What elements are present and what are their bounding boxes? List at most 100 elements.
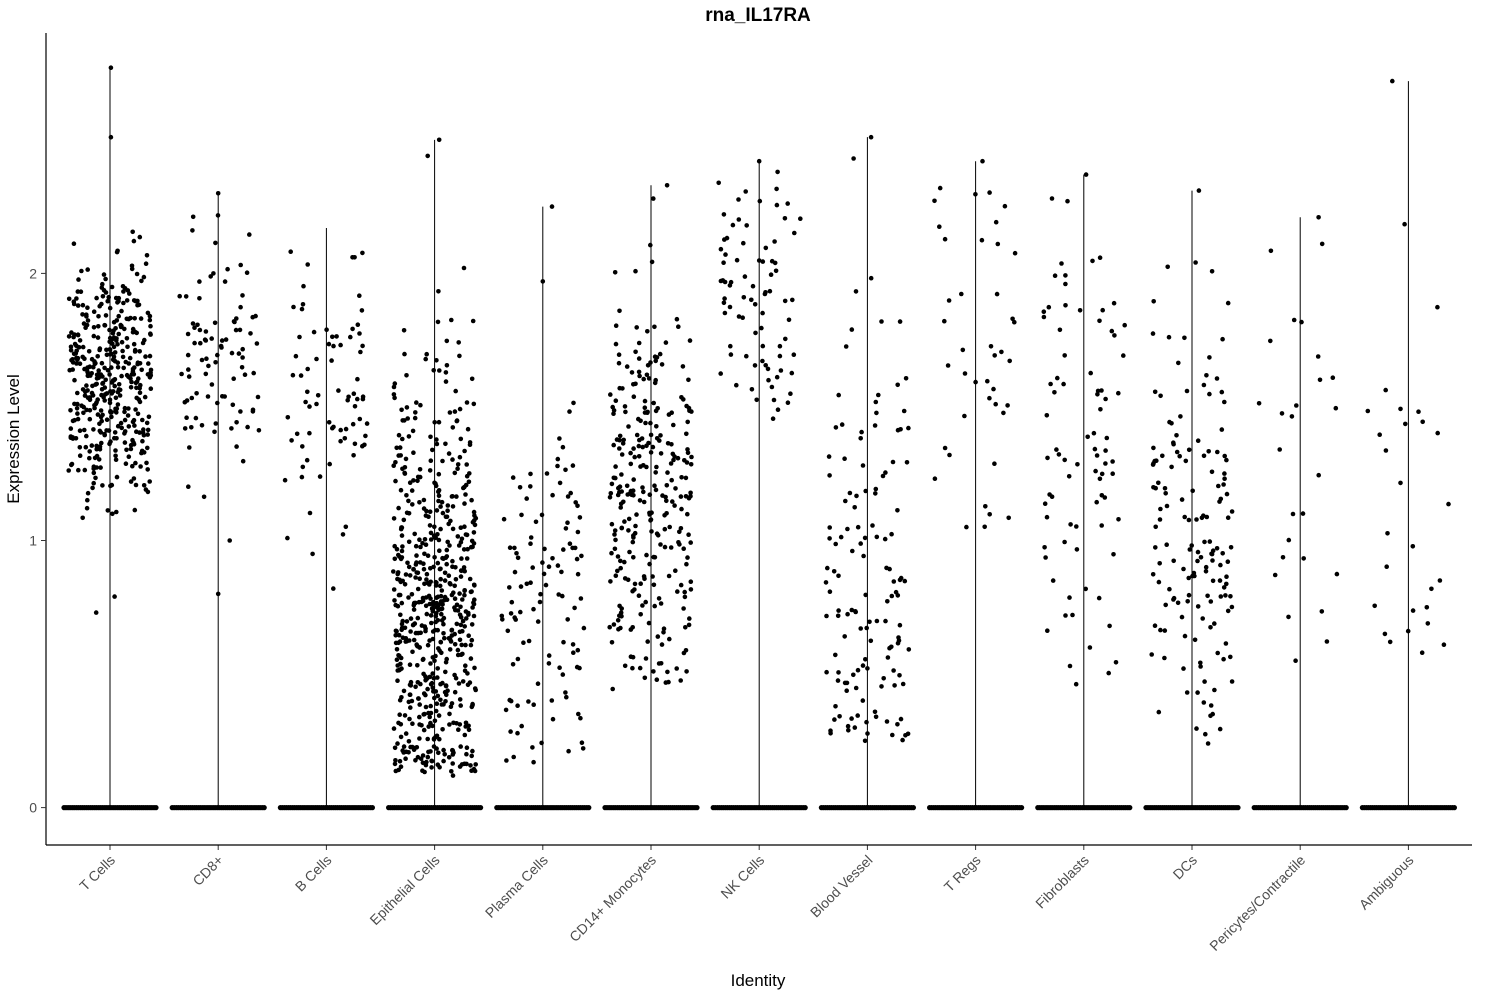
data-point — [471, 509, 477, 515]
data-point — [229, 426, 234, 431]
data-point — [355, 396, 360, 402]
x-tick-label: B Cells — [292, 852, 335, 895]
data-point — [400, 436, 405, 442]
data-point — [524, 581, 530, 587]
data-point — [1196, 188, 1202, 193]
data-point — [429, 765, 434, 770]
data-point — [433, 653, 438, 659]
data-point — [87, 416, 93, 422]
data-point — [1052, 390, 1057, 395]
data-point — [133, 460, 138, 466]
data-point — [144, 253, 150, 258]
data-point — [126, 454, 132, 460]
data-point — [407, 480, 413, 486]
data-point — [855, 713, 860, 718]
data-point — [82, 427, 87, 433]
data-point — [133, 482, 139, 488]
data-point — [463, 663, 468, 668]
data-point — [1419, 650, 1425, 655]
data-point — [135, 302, 140, 308]
data-point — [687, 338, 693, 343]
data-point — [439, 611, 444, 617]
data-point — [634, 325, 639, 330]
data-point — [867, 619, 872, 625]
data-point — [1217, 726, 1223, 732]
data-point — [1048, 381, 1053, 387]
data-point — [636, 340, 642, 346]
data-point — [460, 618, 466, 624]
data-point — [116, 331, 121, 337]
data-point — [665, 669, 670, 675]
data-point — [422, 581, 427, 587]
data-point — [80, 312, 85, 317]
data-point — [82, 393, 88, 398]
data-point — [404, 619, 410, 624]
data-point — [786, 317, 792, 323]
data-point — [1100, 307, 1105, 313]
data-point — [85, 373, 91, 379]
data-point — [1221, 585, 1227, 590]
data-point — [424, 351, 430, 357]
data-point — [190, 228, 195, 233]
data-point — [300, 302, 306, 307]
data-point — [80, 344, 86, 350]
data-point — [304, 457, 310, 463]
data-point — [515, 555, 521, 561]
data-point — [835, 613, 841, 619]
data-point — [1157, 517, 1163, 522]
data-point — [209, 336, 214, 341]
data-point — [681, 397, 686, 402]
data-point — [1222, 476, 1227, 482]
data-point — [392, 761, 398, 767]
data-point — [1210, 578, 1216, 584]
data-point — [654, 424, 659, 429]
data-point — [1301, 556, 1306, 561]
data-point — [413, 543, 419, 549]
data-point — [530, 745, 535, 750]
data-point — [358, 349, 363, 355]
data-point — [104, 391, 110, 396]
data-point — [932, 476, 938, 482]
data-point — [647, 510, 652, 516]
data-point — [75, 401, 80, 407]
data-point — [409, 592, 415, 597]
data-point — [472, 597, 477, 602]
data-point — [1099, 388, 1104, 393]
data-point — [402, 713, 408, 718]
data-point — [310, 551, 315, 557]
data-point — [1050, 578, 1056, 583]
data-point — [315, 393, 321, 398]
data-point — [687, 616, 692, 621]
data-point — [680, 364, 686, 369]
data-point — [398, 453, 404, 458]
data-point — [301, 283, 306, 289]
data-point — [103, 276, 108, 282]
data-point — [417, 702, 423, 707]
data-point — [412, 531, 418, 537]
data-point — [1210, 558, 1215, 563]
data-point — [887, 645, 892, 651]
data-point — [777, 343, 783, 349]
data-point — [403, 731, 409, 736]
data-point — [450, 457, 455, 462]
data-point — [1205, 741, 1211, 746]
data-point — [437, 368, 442, 373]
data-point — [1208, 625, 1213, 630]
data-point — [1044, 514, 1050, 520]
data-point — [565, 617, 570, 622]
x-tick-label: Plasma Cells — [482, 852, 551, 921]
data-point — [393, 478, 398, 484]
data-point — [895, 722, 900, 727]
data-point — [428, 613, 434, 618]
data-point — [85, 369, 90, 375]
data-point — [469, 753, 475, 759]
data-point — [678, 582, 684, 588]
data-point — [1070, 612, 1075, 618]
data-point — [357, 416, 363, 422]
data-point — [682, 589, 687, 595]
data-point — [433, 735, 438, 740]
data-point — [559, 569, 564, 575]
data-point — [651, 400, 656, 406]
data-point — [744, 353, 749, 359]
data-point — [393, 768, 399, 774]
